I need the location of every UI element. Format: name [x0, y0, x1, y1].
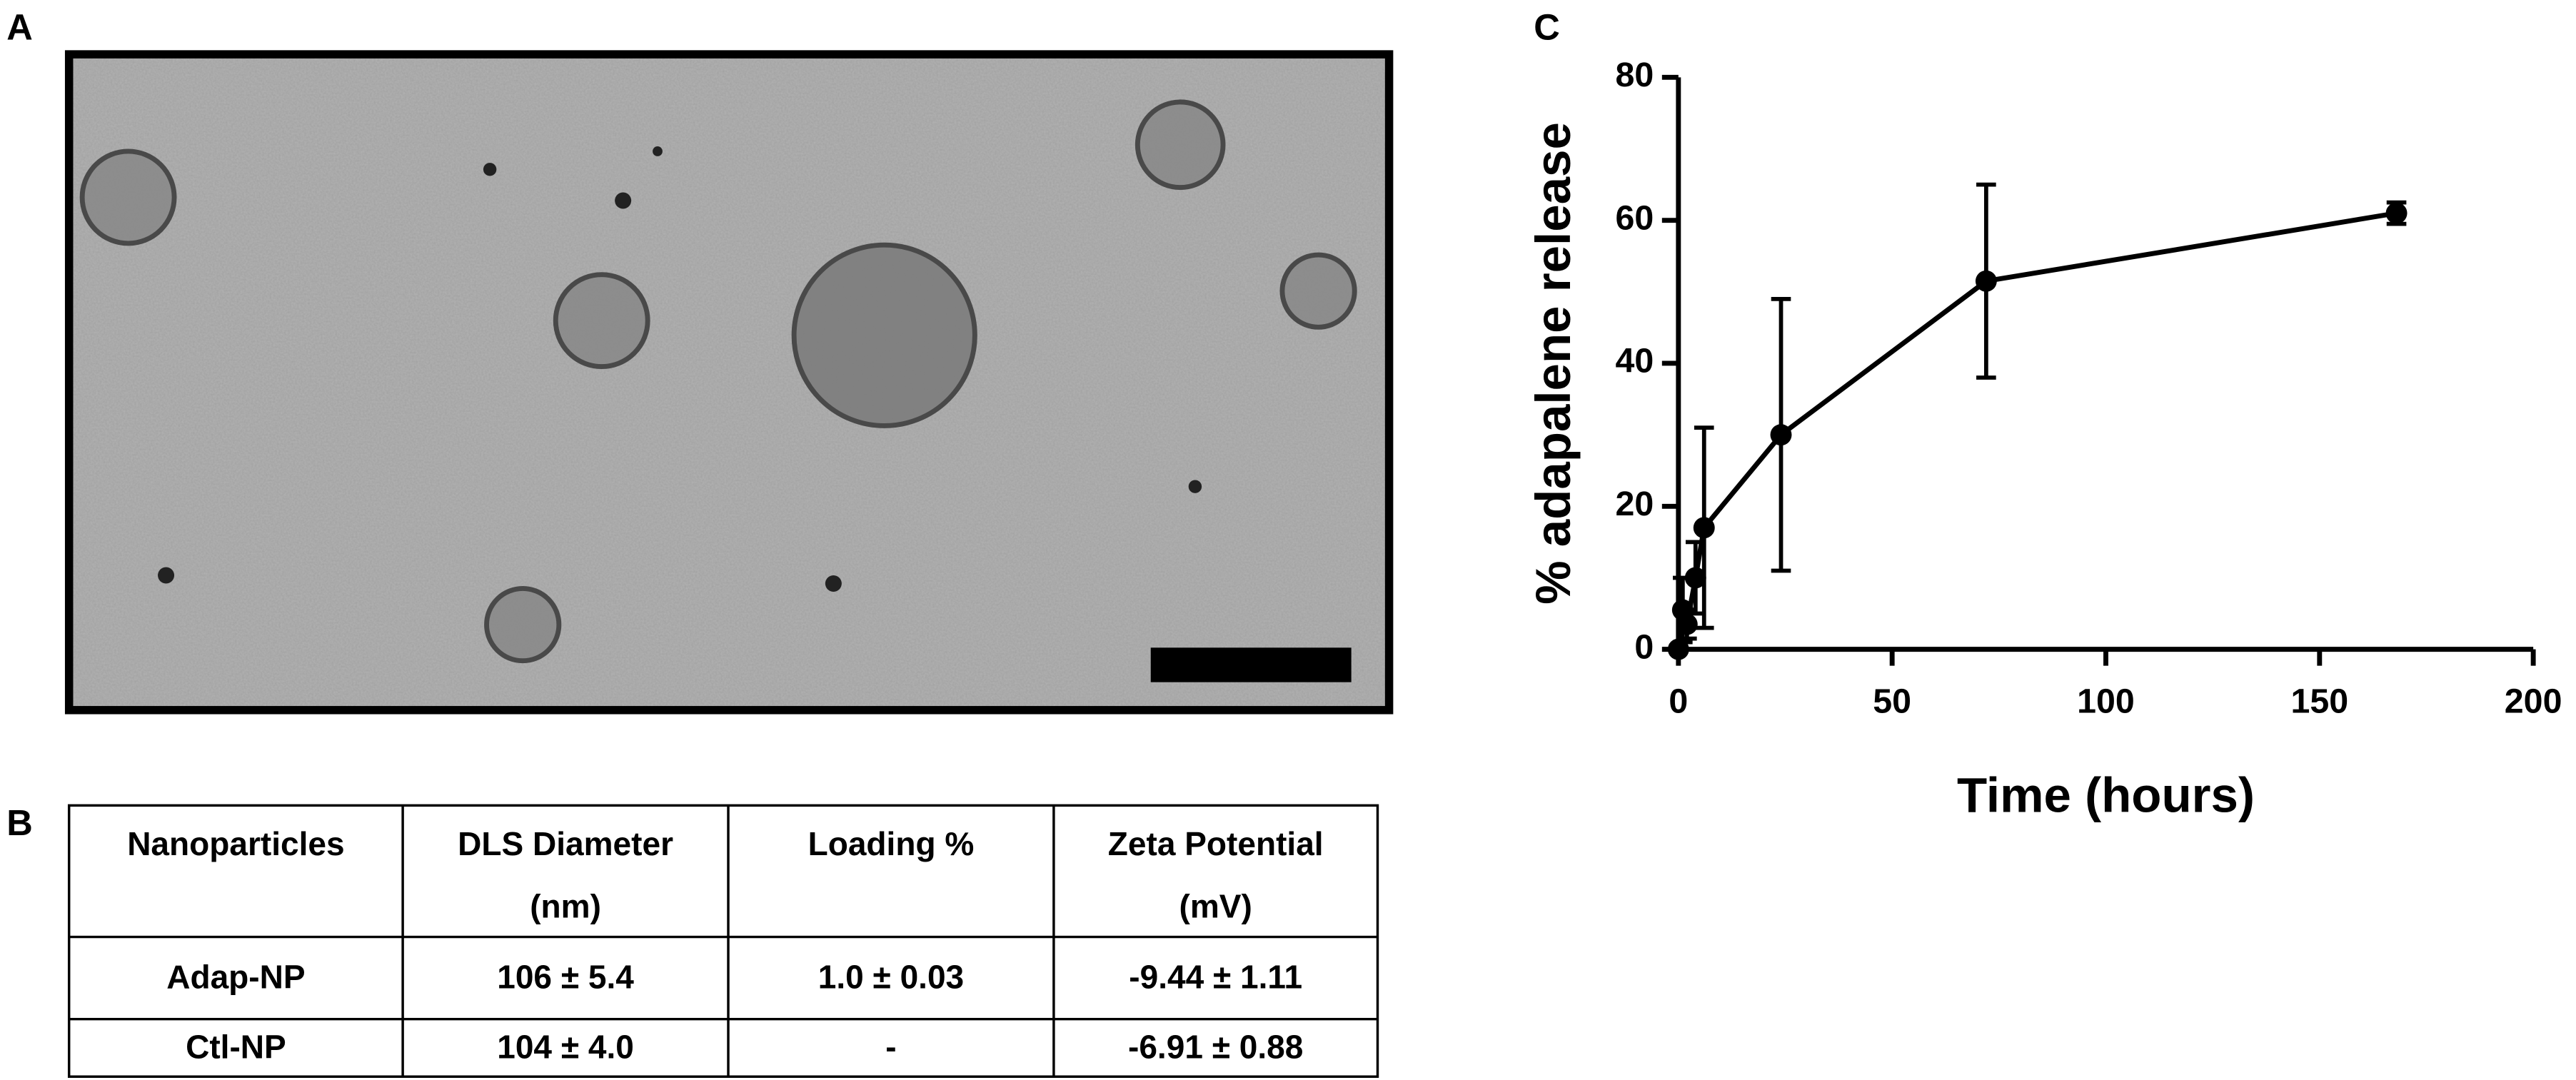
x-axis-label: Time (hours) — [1957, 767, 2255, 823]
micrograph-frame — [64, 50, 1394, 715]
x-tick-label: 0 — [1669, 682, 1688, 720]
scale-bar — [1150, 647, 1352, 682]
panel-label: A — [6, 6, 33, 47]
particles — [79, 99, 1357, 664]
table-cell: Ctl-NP — [186, 1028, 286, 1065]
table-header: Nanoparticles — [127, 825, 344, 862]
data-point — [1693, 517, 1715, 539]
table-cell: 106 ± 5.4 — [497, 959, 634, 996]
table-cell: - — [885, 1028, 896, 1065]
x-tick-label: 100 — [2077, 682, 2135, 720]
specks — [158, 146, 1202, 592]
y-tick-label: 0 — [1634, 627, 1654, 666]
data-point — [1684, 567, 1706, 589]
table-cell: -9.44 ± 1.11 — [1129, 959, 1302, 996]
micrograph — [64, 50, 1394, 715]
table-header: Loading % — [808, 825, 975, 862]
x-tick-label: 50 — [1873, 682, 1911, 720]
data-point — [1770, 424, 1792, 446]
table-cell: 104 ± 4.0 — [497, 1028, 634, 1065]
table-header: (nm) — [530, 888, 601, 925]
table-cell: 1.0 ± 0.03 — [818, 959, 964, 996]
x-tick-label: 150 — [2290, 682, 2348, 720]
panel-label: B — [6, 802, 33, 843]
chart: 0 20 40 60 80 0 50 100 150 200 Time (hours) % adapa… — [1525, 56, 2562, 822]
panel-label: C — [1534, 6, 1560, 47]
y-axis-label: % adapalene release — [1525, 122, 1581, 605]
x-tick-label: 200 — [2505, 682, 2562, 720]
data-point — [2385, 202, 2408, 224]
table-border — [67, 804, 1379, 1078]
data-point — [1676, 613, 1698, 635]
table: Nanoparticles DLS Diameter (nm) Loading % Ze… — [67, 804, 1379, 1078]
table-header: DLS Diameter — [458, 825, 673, 862]
table-header: (mV) — [1179, 888, 1252, 925]
table-cell: -6.91 ± 0.88 — [1128, 1028, 1303, 1065]
y-tick-label: 60 — [1616, 198, 1654, 237]
table-cell: Adap-NP — [166, 959, 305, 996]
table-header: Zeta Potential — [1108, 825, 1324, 862]
y-tick-label: 80 — [1616, 56, 1654, 94]
y-tick-label: 40 — [1616, 342, 1654, 380]
y-tick-label: 20 — [1616, 485, 1654, 523]
data-point — [1975, 270, 1997, 292]
